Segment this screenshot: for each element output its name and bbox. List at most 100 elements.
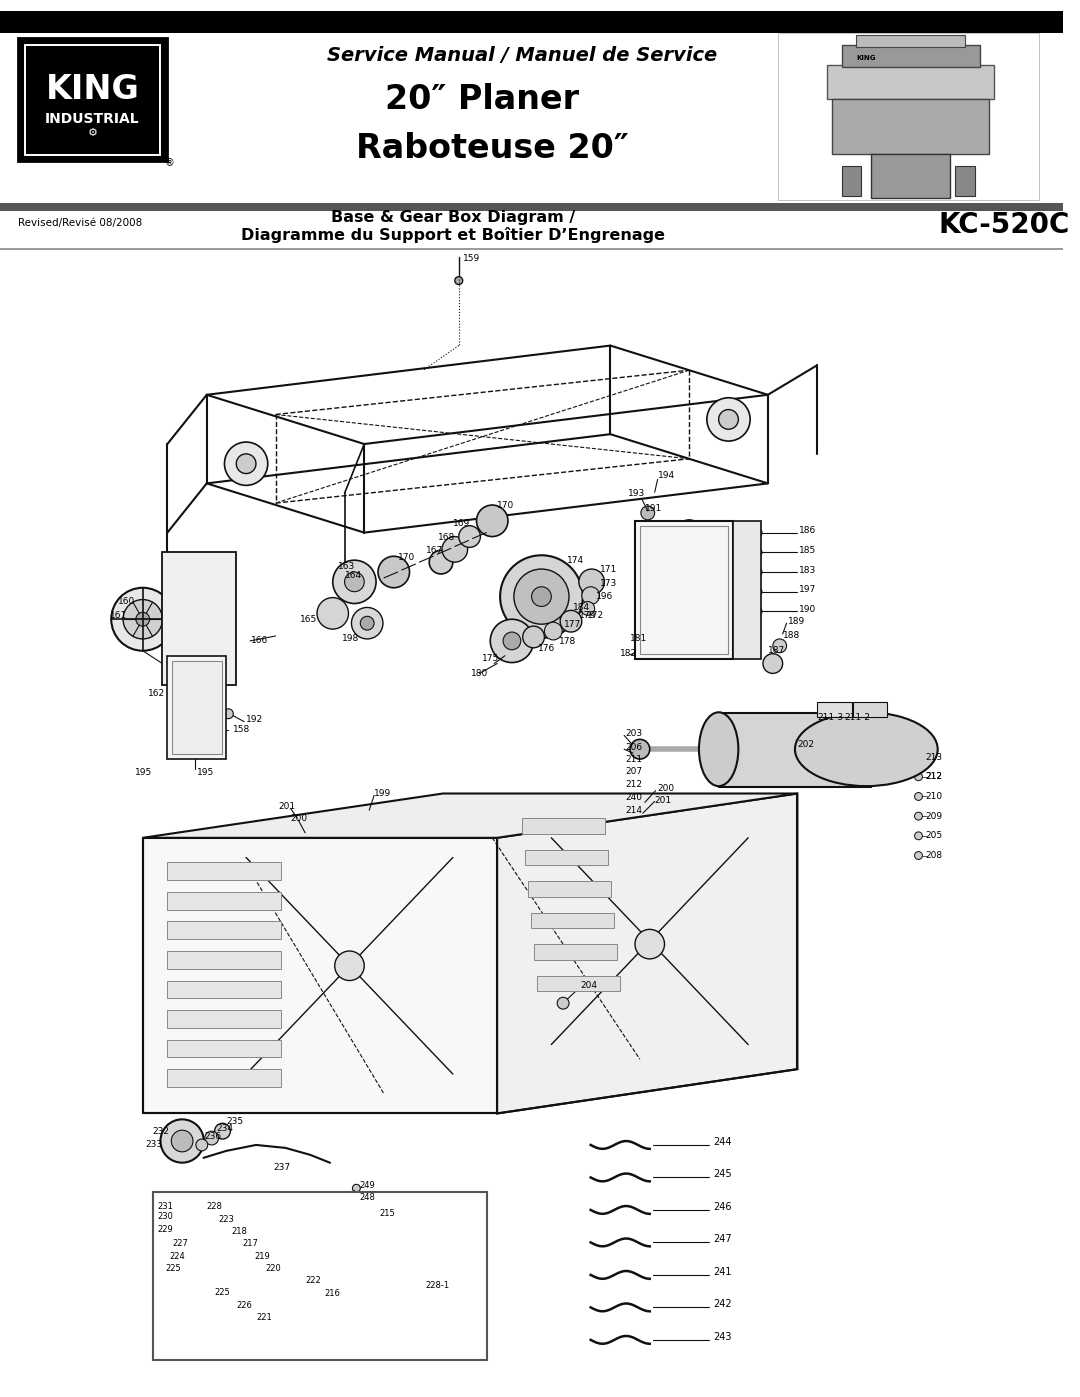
Bar — [17, 39, 167, 162]
Text: ®: ® — [164, 158, 174, 169]
Text: 170: 170 — [497, 500, 514, 510]
Circle shape — [201, 1211, 217, 1228]
Bar — [167, 1039, 281, 1058]
Circle shape — [684, 527, 696, 538]
Text: 223: 223 — [218, 1215, 234, 1224]
Circle shape — [561, 610, 582, 631]
Text: 197: 197 — [799, 585, 816, 594]
Circle shape — [215, 1123, 230, 1139]
Text: 212: 212 — [926, 773, 943, 781]
Text: 249: 249 — [360, 1180, 375, 1190]
Text: 224: 224 — [170, 1252, 185, 1260]
Text: 204: 204 — [581, 981, 598, 990]
Circle shape — [192, 626, 206, 640]
Bar — [162, 552, 237, 685]
Bar — [856, 35, 964, 47]
Bar — [0, 203, 1063, 211]
Text: 195: 195 — [197, 768, 214, 777]
Text: 170: 170 — [397, 553, 415, 562]
Circle shape — [630, 739, 650, 759]
Circle shape — [915, 831, 922, 840]
Text: 192: 192 — [246, 715, 264, 724]
Bar — [832, 99, 989, 154]
Bar — [167, 1010, 281, 1028]
Text: 180: 180 — [471, 669, 488, 678]
Text: 228-1: 228-1 — [426, 1281, 449, 1291]
Circle shape — [752, 587, 762, 597]
Circle shape — [503, 631, 521, 650]
Circle shape — [225, 441, 268, 485]
Circle shape — [111, 588, 174, 651]
Circle shape — [557, 997, 569, 1009]
Text: 227: 227 — [173, 1239, 188, 1248]
Text: 164: 164 — [345, 571, 362, 580]
Text: 217: 217 — [242, 1239, 258, 1248]
Circle shape — [318, 598, 349, 629]
Text: 202: 202 — [797, 740, 814, 749]
Circle shape — [915, 812, 922, 820]
Text: 222: 222 — [306, 1277, 321, 1285]
Bar — [530, 912, 615, 929]
Text: 214: 214 — [625, 806, 643, 814]
Text: 193: 193 — [629, 489, 646, 497]
Circle shape — [429, 550, 453, 574]
Text: 183: 183 — [799, 566, 816, 574]
Bar — [522, 819, 606, 834]
Circle shape — [752, 548, 762, 557]
Circle shape — [743, 599, 751, 608]
Circle shape — [743, 581, 751, 590]
Circle shape — [192, 563, 206, 577]
Circle shape — [743, 636, 751, 643]
Text: 248: 248 — [360, 1193, 375, 1201]
Text: 241: 241 — [714, 1267, 732, 1277]
Circle shape — [237, 454, 256, 474]
Text: 212: 212 — [625, 780, 643, 789]
Polygon shape — [497, 793, 797, 1113]
Circle shape — [335, 951, 364, 981]
Circle shape — [635, 929, 664, 958]
Circle shape — [161, 1119, 204, 1162]
Circle shape — [442, 536, 468, 562]
Circle shape — [640, 506, 654, 520]
Bar — [167, 951, 281, 968]
Text: 226: 226 — [237, 1301, 252, 1310]
Text: 215: 215 — [379, 1210, 395, 1218]
Bar — [718, 712, 872, 787]
Circle shape — [915, 773, 922, 781]
Text: 216: 216 — [325, 1289, 341, 1298]
Text: 240: 240 — [625, 793, 643, 802]
Text: 181: 181 — [630, 634, 647, 644]
Ellipse shape — [795, 712, 937, 787]
Ellipse shape — [699, 712, 739, 787]
Text: 219: 219 — [254, 1252, 270, 1260]
Bar — [26, 46, 160, 154]
Text: KC-520C: KC-520C — [939, 211, 1070, 239]
Text: 245: 245 — [714, 1169, 732, 1179]
Text: 218: 218 — [231, 1227, 247, 1236]
Text: 196: 196 — [595, 592, 612, 601]
Text: 232: 232 — [152, 1126, 170, 1136]
Circle shape — [192, 658, 206, 672]
Circle shape — [743, 564, 751, 571]
Text: 182: 182 — [620, 650, 637, 658]
Circle shape — [333, 560, 376, 604]
Text: 163: 163 — [338, 562, 355, 570]
Circle shape — [459, 525, 481, 548]
Bar — [955, 166, 974, 196]
Bar — [152, 1192, 487, 1359]
Circle shape — [234, 1236, 248, 1250]
Bar — [143, 838, 497, 1113]
Circle shape — [706, 398, 751, 441]
Circle shape — [531, 587, 551, 606]
Circle shape — [306, 1288, 315, 1299]
Circle shape — [455, 277, 462, 285]
Text: 194: 194 — [658, 471, 675, 481]
Text: 187: 187 — [768, 647, 785, 655]
Text: 208: 208 — [926, 851, 943, 861]
Text: 237: 237 — [273, 1164, 291, 1172]
Bar — [872, 154, 950, 198]
Text: 188: 188 — [783, 630, 800, 640]
Circle shape — [677, 570, 701, 594]
Bar — [778, 32, 1039, 200]
Text: 199: 199 — [374, 789, 391, 798]
